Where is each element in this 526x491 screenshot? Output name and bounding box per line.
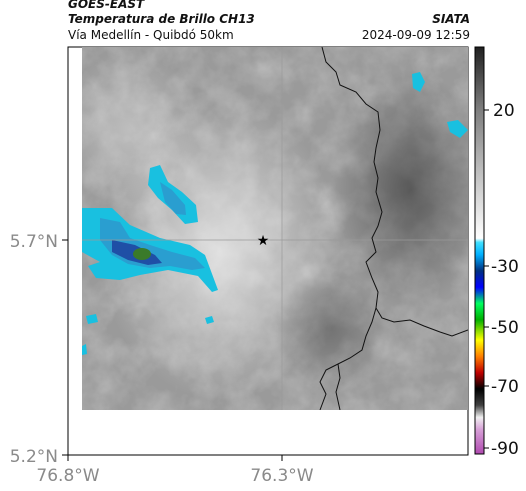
cold-cloud-features	[82, 72, 468, 355]
product-title: Temperatura de Brillo CH13	[68, 12, 255, 26]
colorbar-tick-label: -30	[491, 257, 519, 277]
colorbar-tick-label: 20	[493, 101, 515, 121]
satellite-title: GOES-EAST	[68, 0, 145, 11]
colorbar: 20 -30 -50 -70 -90	[474, 46, 519, 459]
satellite-image	[82, 47, 468, 410]
colorbar-tick-label: -50	[491, 318, 519, 338]
x-tick-label: 76.8°W	[36, 466, 99, 486]
timestamp-label: 2024-09-09 12:59	[361, 28, 470, 42]
y-tick-label: 5.2°N	[10, 447, 58, 467]
colorbar-tick-label: -90	[491, 439, 519, 459]
colorbar-tick-label: -70	[491, 377, 519, 397]
x-tick-label: 76.3°W	[250, 466, 313, 486]
admin-border	[335, 363, 341, 410]
star-marker: ★	[257, 233, 270, 249]
route-label: Vía Medellín - Quibdó 50km	[68, 28, 234, 42]
org-label: SIATA	[432, 12, 470, 26]
y-tick-label: 5.7°N	[10, 232, 58, 252]
admin-border	[319, 307, 377, 410]
admin-border	[321, 47, 468, 337]
